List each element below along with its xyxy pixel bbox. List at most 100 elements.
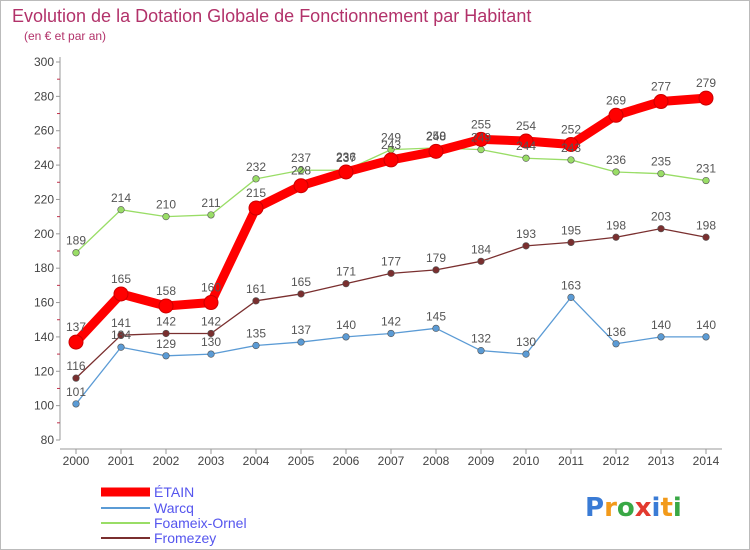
data-label: 136 xyxy=(606,325,626,339)
data-label: 195 xyxy=(561,223,581,237)
data-label: 129 xyxy=(156,337,176,351)
series-1 xyxy=(72,293,710,408)
x-tick-label: 2014 xyxy=(693,454,720,468)
axes: 80 100 120 140 160 180 200 220 240 260 280 300 2000 2… xyxy=(34,55,722,468)
x-tick-label: 2000 xyxy=(63,454,90,468)
data-label: 141 xyxy=(111,316,131,330)
data-point xyxy=(297,166,305,174)
data-point xyxy=(72,374,80,382)
data-point xyxy=(248,200,264,216)
data-point xyxy=(657,225,665,233)
brand-letter: i xyxy=(652,493,661,523)
data-point xyxy=(162,352,170,360)
data-point xyxy=(432,266,440,274)
data-point xyxy=(612,168,620,176)
data-label: 116 xyxy=(66,359,85,373)
data-point xyxy=(657,170,665,178)
data-point xyxy=(653,94,669,110)
data-point xyxy=(567,293,575,301)
y-tick-label: 100 xyxy=(34,399,54,413)
data-label: 137 xyxy=(291,323,311,337)
y-tick-label: 180 xyxy=(34,261,54,275)
data-point xyxy=(117,206,125,214)
data-label: 137 xyxy=(66,320,86,334)
data-label: 165 xyxy=(291,275,311,289)
data-label: 237 xyxy=(291,151,311,165)
data-point xyxy=(522,350,530,358)
data-point xyxy=(207,211,215,219)
data-point xyxy=(117,331,125,339)
data-label: 244 xyxy=(516,139,536,153)
data-label: 236 xyxy=(606,153,626,167)
legend-label: Fromezey xyxy=(154,530,216,546)
data-point xyxy=(383,152,399,168)
y-tick-label: 200 xyxy=(34,227,54,241)
data-label: 203 xyxy=(651,210,671,224)
data-label: 198 xyxy=(606,218,626,232)
data-point xyxy=(698,90,714,106)
data-point xyxy=(477,347,485,355)
series-layer xyxy=(68,90,714,408)
data-label: 165 xyxy=(111,272,131,286)
data-labels: 101 134 129 130 135 137 140 142 145 132 130 163 136 1… xyxy=(66,76,716,399)
data-point xyxy=(567,156,575,164)
data-label: 237 xyxy=(336,151,356,165)
data-label: 101 xyxy=(66,385,86,399)
data-point xyxy=(387,269,395,277)
data-label: 250 xyxy=(426,129,446,143)
data-point xyxy=(612,340,620,348)
data-label: 189 xyxy=(66,234,86,248)
data-label: 132 xyxy=(471,332,491,346)
data-point xyxy=(297,290,305,298)
data-point xyxy=(563,136,579,152)
y-tick-label: 300 xyxy=(34,55,54,69)
x-tick-label: 2008 xyxy=(423,454,450,468)
data-point xyxy=(68,334,84,350)
data-point xyxy=(473,131,489,147)
x-tick-label: 2006 xyxy=(333,454,360,468)
data-label: 160 xyxy=(201,281,221,295)
data-label: 243 xyxy=(561,141,581,155)
x-tick-label: 2002 xyxy=(153,454,180,468)
data-label: 214 xyxy=(111,191,131,205)
data-label: 177 xyxy=(381,254,401,268)
brand-letter: P xyxy=(585,493,604,523)
data-label: 215 xyxy=(246,186,266,200)
data-label: 193 xyxy=(516,227,536,241)
data-label: 210 xyxy=(156,198,176,212)
data-label: 249 xyxy=(471,131,491,145)
x-tick-label: 2003 xyxy=(198,454,225,468)
data-label: 142 xyxy=(381,314,401,328)
data-point xyxy=(207,329,215,338)
data-point xyxy=(338,164,354,180)
data-point xyxy=(297,338,305,346)
data-point xyxy=(158,298,174,314)
data-point xyxy=(72,400,80,408)
data-point xyxy=(203,295,219,311)
data-label: 279 xyxy=(696,76,716,90)
data-label: 179 xyxy=(426,251,446,265)
data-label: 255 xyxy=(471,117,491,131)
data-point xyxy=(117,343,125,351)
data-point xyxy=(207,350,215,358)
brand-text: Proxiti xyxy=(585,493,682,523)
y-tick-label: 220 xyxy=(34,192,54,206)
data-point xyxy=(522,242,530,250)
brand-letter: o xyxy=(617,493,635,523)
data-point xyxy=(657,333,665,341)
data-point xyxy=(293,178,309,194)
data-label: 184 xyxy=(471,242,491,256)
data-point xyxy=(113,286,129,302)
data-label: 142 xyxy=(156,314,176,328)
data-point xyxy=(342,280,350,288)
chart-title: Evolution de la Dotation Globale de Fonc… xyxy=(12,6,531,26)
data-label: 158 xyxy=(156,284,176,298)
data-point xyxy=(72,249,80,257)
data-point xyxy=(612,233,620,241)
y-tick-label: 160 xyxy=(34,296,54,310)
legend-label: Warcq xyxy=(154,500,194,516)
data-label: 228 xyxy=(291,164,311,178)
